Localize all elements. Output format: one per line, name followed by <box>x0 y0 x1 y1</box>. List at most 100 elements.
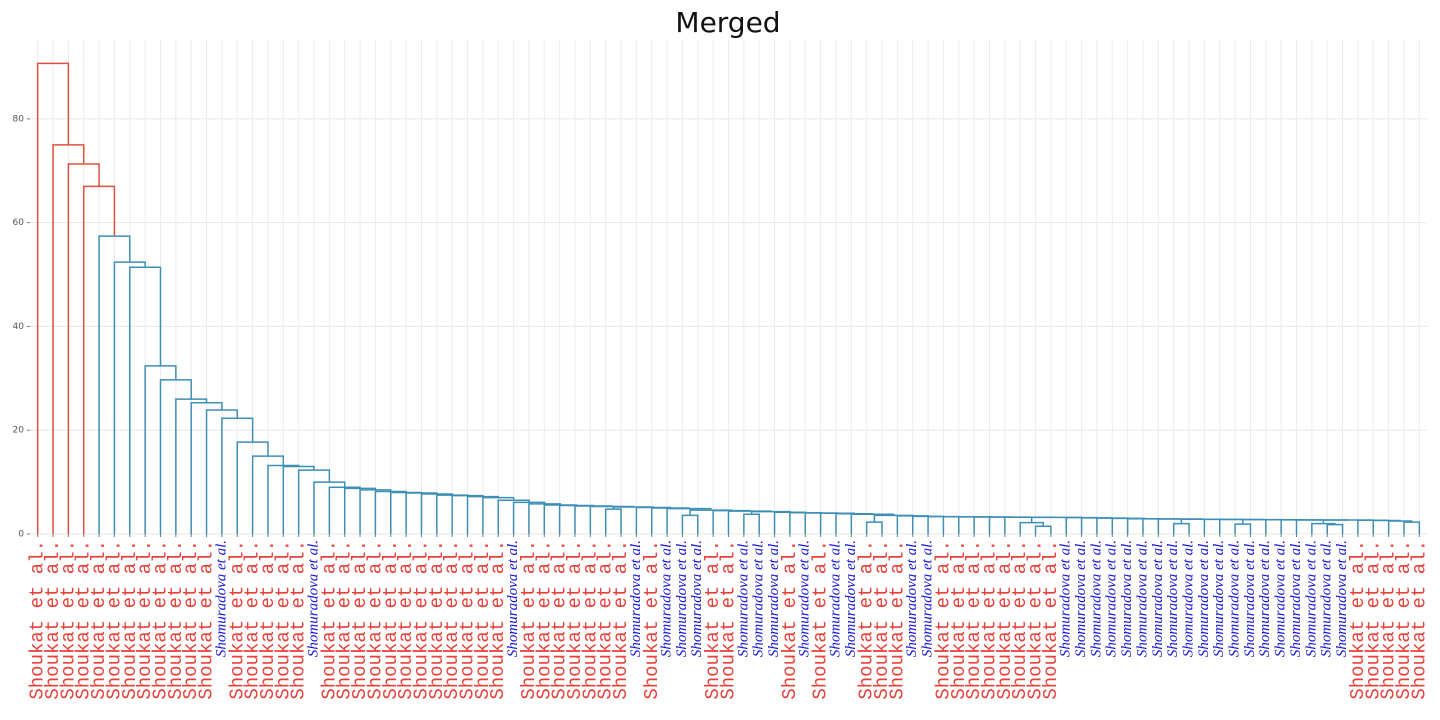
leaf-label: Shomuradova et al. <box>213 540 229 657</box>
leaf-label: Shoukat et al. <box>702 540 724 700</box>
link <box>1157 518 1203 534</box>
leaf-label: Shoukat et al. <box>441 540 463 700</box>
leaf-label: Shoukat et al. <box>1393 540 1415 700</box>
link <box>1326 523 1344 534</box>
link <box>374 490 407 534</box>
leaf-label: Shomuradova et al. <box>843 540 859 657</box>
leaf-label: Shoukat et al. <box>533 540 555 700</box>
link <box>36 62 70 534</box>
link <box>359 489 392 534</box>
leaf-label: Shoukat et al. <box>134 540 156 700</box>
link <box>543 504 578 534</box>
link <box>1265 519 1303 534</box>
link <box>650 507 690 534</box>
leaf-label: Shoukat et al. <box>180 540 202 700</box>
leaf-label: Shomuradova et al. <box>674 540 690 657</box>
leaf-label: Shoukat et al. <box>932 540 954 700</box>
link <box>436 494 469 534</box>
link <box>1295 519 1348 534</box>
leaf-label: Shoukat et al. <box>518 540 540 700</box>
leaf-label: Shomuradova et al. <box>1150 540 1166 657</box>
leaf-label: Shoukat et al. <box>73 540 95 700</box>
leaf-label: Shomuradova et al. <box>797 540 813 657</box>
link <box>67 163 100 534</box>
leaf-label: Shoukat et al. <box>1025 540 1047 700</box>
leaf-label: Shoukat et al. <box>810 540 832 700</box>
leaf-label: Shomuradova et al. <box>904 540 920 657</box>
leaf-label: Shoukat et al. <box>856 540 878 700</box>
y-tick-label: 60 <box>13 218 25 228</box>
leaf-label: Shoukat et al. <box>579 540 601 700</box>
leaf-label: Shomuradova et al. <box>1088 540 1104 657</box>
link <box>681 514 699 534</box>
leaf-label: Shoukat et al. <box>88 540 110 700</box>
link <box>604 508 622 534</box>
leaf-label: Shomuradova et al. <box>1104 540 1120 657</box>
leaf-label: Shoukat et al. <box>978 540 1000 700</box>
leaf-label: Shoukat et al. <box>487 540 509 700</box>
link <box>1357 519 1388 534</box>
link <box>1219 518 1265 534</box>
leaf-label: Shoukat et al. <box>564 540 586 700</box>
leaf-label: Shoukat et al. <box>871 540 893 700</box>
link <box>743 513 760 534</box>
leaf-label: Shomuradova et al. <box>1134 540 1150 657</box>
leaf-label: Shoukat et al. <box>57 540 79 700</box>
leaf-label: Shoukat et al. <box>318 540 340 700</box>
y-tick-label: 20 <box>13 426 25 436</box>
leaf-label: Shomuradova et al. <box>1211 540 1227 657</box>
link <box>635 506 672 534</box>
link <box>865 521 883 534</box>
leaf-label: Shoukat et al. <box>948 540 970 700</box>
leaf-label: Shomuradova et al. <box>1196 540 1212 657</box>
leaf-label: Shomuradova et al. <box>1273 540 1289 657</box>
link <box>512 501 546 534</box>
link <box>1034 525 1052 534</box>
leaf-label: Shomuradova et al. <box>1180 540 1196 657</box>
leaf-label: Shoukat et al. <box>42 540 64 700</box>
leaf-label: Shomuradova et al. <box>920 540 936 657</box>
leaf-label: Shomuradova et al. <box>1165 540 1181 657</box>
leaf-label: Shomuradova et al. <box>1073 540 1089 657</box>
y-tick-label: 40 <box>13 322 25 332</box>
chart-title: Merged <box>675 6 780 39</box>
y-tick-label: 0 <box>18 530 24 540</box>
leaf-label: Shoukat et al. <box>963 540 985 700</box>
leaf-label: Shoukat et al. <box>242 540 264 700</box>
leaf-label: Shomuradova et al. <box>1303 540 1319 657</box>
leaf-label: Shomuradova et al. <box>689 540 705 657</box>
leaf-label: Shoukat et al. <box>410 540 432 700</box>
leaf-label: Shomuradova et al. <box>1119 540 1135 657</box>
leaf-label: Shomuradova et al. <box>1288 540 1304 657</box>
link <box>666 507 712 534</box>
link <box>1322 519 1374 524</box>
link <box>558 504 595 534</box>
leaf-label: Shoukat et al. <box>395 540 417 700</box>
link <box>988 516 1032 534</box>
leaf-label: Shoukat et al. <box>119 540 141 700</box>
link <box>1142 518 1181 534</box>
link <box>1019 521 1044 534</box>
leaf-label: Shoukat et al. <box>457 540 479 700</box>
link <box>1403 521 1421 534</box>
leaf-label: Shoukat et al. <box>150 540 172 700</box>
link <box>1387 520 1413 534</box>
leaf-label: Shoukat et al. <box>1040 540 1062 700</box>
leaf-label: Shoukat et al. <box>549 540 571 700</box>
leaf-label: Shoukat et al. <box>272 540 294 700</box>
leaf-label: Shomuradova et al. <box>1334 540 1350 657</box>
leaf-label: Shoukat et al. <box>364 540 386 700</box>
leaf-label: Shomuradova et al. <box>1319 540 1335 657</box>
link <box>1234 523 1252 534</box>
leaf-label: Shomuradova et al. <box>735 540 751 657</box>
leaf-label: Shoukat et al. <box>334 540 356 700</box>
leaf-label: Shoukat et al. <box>1378 540 1400 700</box>
leaf-label: Shoukat et al. <box>886 540 908 700</box>
leaf-label: Shoukat et al. <box>1408 540 1430 700</box>
link <box>850 513 895 534</box>
leaf-label: Shoukat et al. <box>994 540 1016 700</box>
link <box>835 513 874 534</box>
link <box>589 505 635 534</box>
leaf-label: Shoukat et al. <box>472 540 494 700</box>
